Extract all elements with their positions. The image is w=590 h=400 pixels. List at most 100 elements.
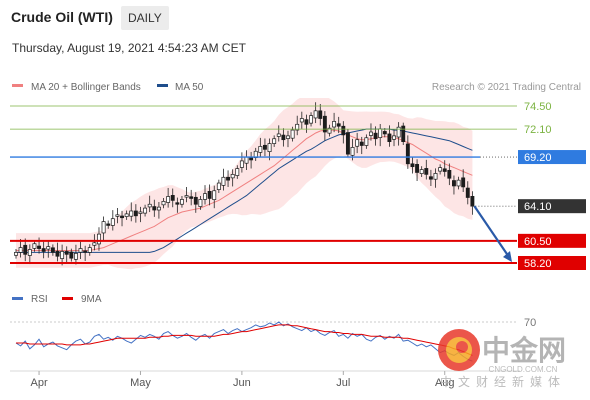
candle-body bbox=[258, 146, 263, 153]
candle-body bbox=[378, 128, 383, 138]
candle-body bbox=[262, 144, 267, 150]
candle bbox=[138, 206, 143, 223]
candle bbox=[120, 210, 124, 227]
timestamp: Thursday, August 19, 2021 4:54:23 AM CET bbox=[12, 41, 246, 55]
candle-body bbox=[115, 214, 120, 217]
chart-panel bbox=[0, 36, 590, 400]
candle-body bbox=[198, 199, 203, 207]
pivot-label: 69.20 bbox=[524, 152, 552, 164]
rsi-line bbox=[15, 321, 473, 362]
candle-body bbox=[184, 195, 189, 198]
rsi-legend-label: RSI bbox=[31, 294, 48, 305]
candle-body bbox=[286, 135, 290, 139]
watermark-tagline: 中文财经新媒体 bbox=[440, 374, 566, 389]
candle bbox=[69, 248, 74, 262]
instrument-title: Crude Oil (WTI) bbox=[11, 9, 113, 25]
candle bbox=[373, 126, 378, 146]
candle bbox=[133, 204, 138, 223]
timeframe-badge[interactable]: DAILY bbox=[121, 6, 169, 30]
candle-body bbox=[405, 143, 410, 165]
candle bbox=[101, 216, 106, 242]
candle bbox=[106, 220, 111, 229]
candle bbox=[258, 137, 263, 158]
candle bbox=[341, 121, 346, 144]
candle bbox=[276, 125, 281, 142]
candle bbox=[18, 239, 23, 258]
candle bbox=[262, 138, 267, 157]
level-labels[interactable]: 74.50 72.10 69.20 64.10 60.50 58.20 bbox=[518, 101, 586, 270]
candle bbox=[152, 199, 157, 217]
candle-body bbox=[87, 247, 92, 253]
candle-body bbox=[73, 253, 78, 260]
candle bbox=[198, 196, 203, 210]
candle bbox=[442, 160, 447, 177]
candle-body bbox=[138, 211, 143, 214]
candle-body bbox=[27, 249, 32, 256]
candle-body bbox=[147, 203, 152, 208]
candle-body bbox=[32, 243, 37, 249]
credit-text: Research © 2021 Trading Central bbox=[432, 82, 581, 93]
candle bbox=[304, 114, 309, 133]
candle-body bbox=[230, 174, 235, 179]
candle bbox=[221, 168, 226, 191]
candle-body bbox=[313, 110, 318, 119]
candle-body bbox=[106, 223, 111, 226]
candle bbox=[465, 181, 470, 205]
candle bbox=[382, 128, 387, 138]
support-label-box bbox=[518, 256, 586, 270]
candle bbox=[161, 197, 166, 209]
candle-body bbox=[170, 195, 175, 201]
candle bbox=[78, 241, 83, 260]
candle bbox=[83, 245, 88, 261]
candle bbox=[27, 244, 32, 265]
candle bbox=[32, 240, 37, 252]
candle-body bbox=[18, 247, 23, 253]
candle bbox=[461, 169, 466, 193]
ma50-line bbox=[16, 128, 473, 253]
candle-body bbox=[359, 141, 364, 146]
candle bbox=[281, 128, 286, 147]
candle-body bbox=[465, 187, 470, 198]
x-tick-label: Apr bbox=[30, 377, 47, 389]
candle-body bbox=[424, 168, 429, 175]
candle bbox=[180, 196, 184, 208]
candle-body bbox=[309, 115, 313, 124]
candle-body bbox=[341, 125, 346, 136]
candle-body bbox=[235, 168, 240, 176]
candle-body bbox=[143, 207, 148, 214]
candle bbox=[369, 123, 373, 141]
candle bbox=[124, 210, 129, 220]
candle-body bbox=[23, 244, 28, 255]
candle-body bbox=[55, 250, 60, 257]
candle-body bbox=[152, 206, 157, 211]
candle bbox=[189, 189, 194, 206]
candle bbox=[396, 122, 401, 146]
candle-body bbox=[461, 177, 466, 188]
candle-body bbox=[120, 215, 124, 219]
candle-body bbox=[83, 250, 88, 253]
candle-body bbox=[433, 173, 438, 180]
candle bbox=[424, 159, 429, 180]
candle-body bbox=[161, 201, 166, 206]
candle bbox=[193, 192, 198, 213]
candle-body bbox=[299, 118, 304, 123]
candle bbox=[401, 122, 406, 146]
candle-body bbox=[387, 133, 392, 142]
candle-body bbox=[37, 245, 42, 249]
candle-body bbox=[369, 131, 373, 136]
candle bbox=[419, 166, 424, 177]
rsi-9ma-line bbox=[16, 324, 473, 356]
candle bbox=[392, 129, 396, 147]
resistance-label: 74.50 bbox=[524, 101, 552, 113]
candle bbox=[405, 135, 410, 169]
candle bbox=[110, 210, 115, 231]
candle-body bbox=[60, 251, 65, 259]
candle bbox=[92, 234, 97, 251]
candle-body bbox=[244, 156, 249, 164]
candle bbox=[203, 185, 207, 205]
candle-body bbox=[438, 167, 443, 172]
rsi-tick-label: 70 bbox=[524, 317, 536, 329]
candle-body bbox=[207, 190, 212, 199]
candle-body bbox=[180, 199, 184, 205]
candle-body bbox=[452, 180, 456, 187]
